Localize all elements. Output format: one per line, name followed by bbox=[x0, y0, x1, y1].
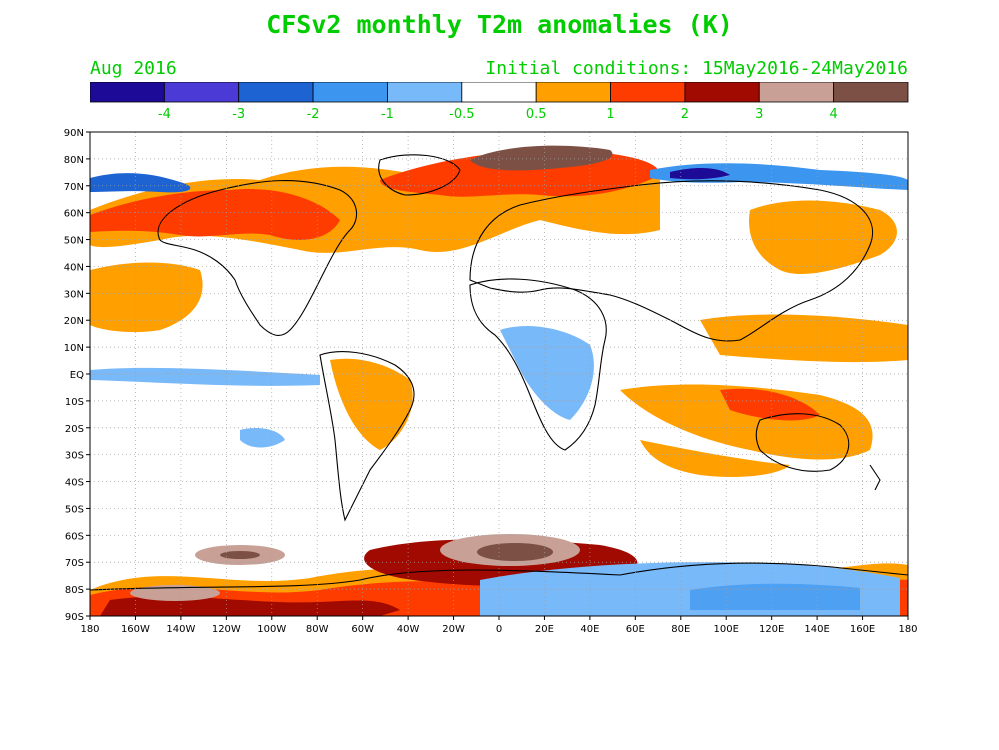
greenland-coast bbox=[378, 154, 461, 196]
southern-ocean-very-warm-1 bbox=[100, 596, 400, 616]
latitude-label: 80N bbox=[64, 155, 84, 166]
coastlines bbox=[90, 154, 908, 591]
longitude-label: 80E bbox=[671, 624, 690, 635]
latitude-label: 20S bbox=[65, 424, 84, 435]
canadian-arctic-cool bbox=[90, 173, 191, 193]
longitude-label: 100W bbox=[257, 624, 286, 635]
latitude-label: 30S bbox=[65, 451, 84, 462]
colorbar-bin bbox=[684, 82, 760, 103]
longitude-label: 60E bbox=[626, 624, 645, 635]
colorbar-label: 0.5 bbox=[526, 107, 547, 122]
colorbar-bin bbox=[312, 82, 388, 103]
africa-cool bbox=[500, 325, 594, 420]
longitude-label: 60W bbox=[351, 624, 374, 635]
colorbar-label: -2 bbox=[307, 107, 320, 122]
longitude-label: 20E bbox=[535, 624, 554, 635]
lat-lon-grid bbox=[90, 132, 908, 616]
valid-month: Aug 2016 bbox=[90, 58, 177, 79]
eurasia-coast bbox=[469, 180, 874, 342]
longitude-label: 140W bbox=[166, 624, 195, 635]
maritime-continent-strong-warm bbox=[720, 388, 820, 421]
longitude-label: 160E bbox=[850, 624, 875, 635]
longitude-label: 40E bbox=[580, 624, 599, 635]
longitude-labels: 180 160W 140W 120W 100W 80W 60W 40W 20W 0 20E 40E 60… bbox=[80, 616, 918, 635]
colorbar-bin bbox=[238, 82, 314, 103]
colorbar-bin bbox=[90, 82, 165, 103]
latitude-label: 40S bbox=[65, 478, 84, 489]
colorbar-label: -1 bbox=[381, 107, 394, 122]
south-america-coast bbox=[319, 351, 415, 522]
longitude-label: 160W bbox=[121, 624, 150, 635]
colorbar-label: -4 bbox=[158, 107, 171, 122]
africa-coast bbox=[469, 278, 607, 451]
latitude-label: 70N bbox=[64, 182, 84, 193]
longitude-label: 80W bbox=[306, 624, 329, 635]
latitude-label: 10N bbox=[64, 343, 84, 354]
latitude-label: 60S bbox=[65, 531, 84, 542]
colorbar-bin bbox=[610, 82, 686, 103]
colorbar-label: 1 bbox=[606, 107, 614, 122]
latitude-label: 20N bbox=[64, 316, 84, 327]
latitude-label: 30N bbox=[64, 289, 84, 300]
latitude-label: 80S bbox=[65, 585, 84, 596]
north-pacific-warm bbox=[90, 262, 203, 333]
colorbar-bin bbox=[461, 82, 537, 103]
arctic-extreme bbox=[470, 145, 613, 171]
longitude-label: 40W bbox=[397, 624, 420, 635]
colorbar-bin bbox=[833, 82, 909, 103]
ross-sea-extreme bbox=[130, 585, 220, 601]
colorbar-bin bbox=[535, 82, 611, 103]
antarctica-cool-2 bbox=[690, 583, 860, 610]
colorbar-label: -0.5 bbox=[449, 107, 474, 122]
anomaly-field-layer bbox=[90, 145, 908, 616]
south-atlantic-extreme-core bbox=[477, 543, 553, 561]
colorbar-bin bbox=[758, 82, 835, 103]
initial-conditions: Initial conditions: 15May2016-24May2016 bbox=[485, 58, 908, 79]
longitude-label: 0 bbox=[496, 624, 502, 635]
global-anomaly-map: 90N 80N 70N 60N 50N 40N 30N 20N 10N EQ 10S 20S 30S 40… bbox=[64, 128, 918, 635]
latitude-label: 90S bbox=[65, 612, 84, 623]
australia-coast bbox=[755, 413, 850, 472]
colorbar-bin bbox=[163, 82, 240, 103]
longitude-label: 20W bbox=[442, 624, 465, 635]
latitude-label: 10S bbox=[65, 397, 84, 408]
south-pacific-cool bbox=[240, 428, 285, 448]
north-pacific-warm-east bbox=[700, 314, 908, 363]
equatorial-pacific-cool bbox=[90, 367, 320, 386]
colorbar-legend: -4 -3 -2 -1 -0.5 0.5 1 2 3 4 bbox=[90, 82, 909, 122]
colorbar-bin bbox=[387, 82, 463, 103]
south-pacific-extreme-core bbox=[220, 551, 260, 559]
latitude-label: 60N bbox=[64, 209, 84, 220]
latitude-labels: 90N 80N 70N 60N 50N 40N 30N 20N 10N EQ 10S 20S 30S 40… bbox=[64, 128, 90, 623]
latitude-label: EQ bbox=[70, 370, 84, 381]
longitude-label: 180 bbox=[80, 624, 99, 635]
new-zealand-coast bbox=[869, 464, 881, 491]
antarctica-coast bbox=[90, 562, 908, 591]
east-asia-warm bbox=[749, 200, 897, 275]
colorbar-label: 4 bbox=[829, 107, 837, 122]
latitude-label: 50S bbox=[65, 504, 84, 515]
colorbar-label: 3 bbox=[755, 107, 763, 122]
north-america-strong-warm bbox=[90, 189, 340, 240]
latitude-label: 70S bbox=[65, 558, 84, 569]
north-america-coast bbox=[157, 180, 358, 336]
longitude-label: 180 bbox=[898, 624, 917, 635]
colorbar-label: 2 bbox=[681, 107, 689, 122]
indian-ocean-warm bbox=[620, 384, 873, 460]
longitude-label: 140E bbox=[804, 624, 829, 635]
latitude-label: 50N bbox=[64, 236, 84, 247]
longitude-label: 100E bbox=[714, 624, 739, 635]
map-title: CFSv2 monthly T2m anomalies (K) bbox=[266, 10, 733, 39]
south-indian-warm bbox=[640, 440, 790, 477]
longitude-label: 120W bbox=[212, 624, 241, 635]
south-america-warm bbox=[330, 358, 413, 450]
latitude-label: 90N bbox=[64, 128, 84, 139]
longitude-label: 120E bbox=[759, 624, 784, 635]
colorbar-label: -3 bbox=[232, 107, 245, 122]
latitude-label: 40N bbox=[64, 262, 84, 273]
siberian-arctic-strong-cool bbox=[670, 168, 730, 180]
